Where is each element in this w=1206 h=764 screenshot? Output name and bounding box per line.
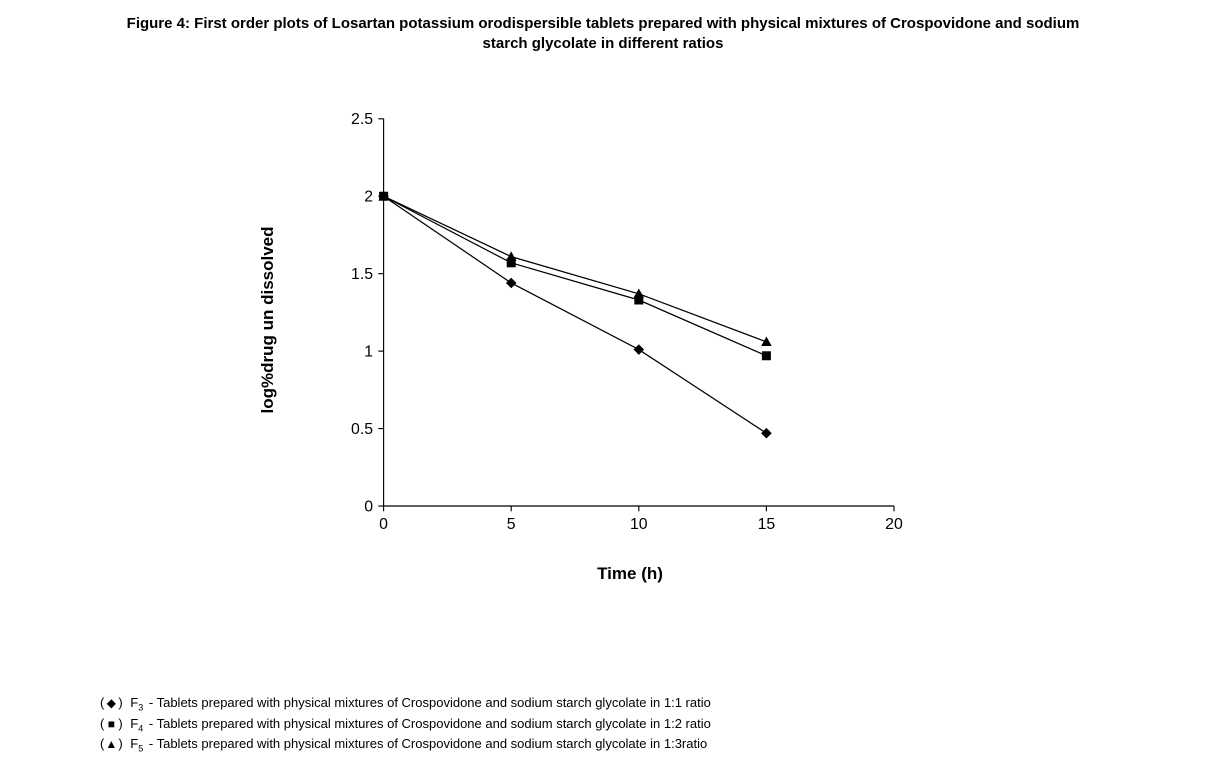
legend-text: - Tablets prepared with physical mixture… — [149, 736, 707, 751]
svg-text:1.5: 1.5 — [351, 266, 373, 283]
legend-text: - Tablets prepared with physical mixture… — [149, 716, 711, 731]
chart-container: log%drug un dissolved Time (h) 051015200… — [240, 90, 960, 610]
svg-text:0.5: 0.5 — [351, 421, 373, 438]
svg-text:10: 10 — [630, 516, 648, 533]
legend-code: F3 — [130, 694, 143, 715]
svg-text:0: 0 — [364, 498, 373, 515]
svg-text:2.5: 2.5 — [351, 111, 373, 128]
svg-text:5: 5 — [507, 516, 516, 533]
x-axis-label: Time (h) — [597, 564, 663, 584]
legend-code: F5 — [130, 735, 143, 756]
triangle-icon: ▲ — [104, 736, 118, 753]
y-axis-label: log%drug un dissolved — [258, 226, 278, 413]
svg-text:1: 1 — [364, 343, 373, 360]
legend-item: (■) F4 - Tablets prepared with physical … — [100, 715, 1100, 736]
legend-code: F4 — [130, 715, 143, 736]
legend: (◆) F3 - Tablets prepared with physical … — [100, 694, 1100, 756]
diamond-icon: ◆ — [104, 695, 118, 712]
chart-svg: 0 5 10 15 20 0 0.5 1 1.5 2 2.5 — [320, 110, 940, 550]
figure-title: Figure 4: First order plots of Losartan … — [0, 14, 1206, 55]
legend-item: (▲) F5 - Tablets prepared with physical … — [100, 735, 1100, 756]
legend-item: (◆) F3 - Tablets prepared with physical … — [100, 694, 1100, 715]
svg-text:20: 20 — [885, 516, 903, 533]
legend-text: - Tablets prepared with physical mixture… — [149, 695, 711, 710]
svg-text:2: 2 — [364, 189, 373, 206]
square-icon: ■ — [104, 716, 118, 733]
svg-text:0: 0 — [379, 516, 388, 533]
svg-text:15: 15 — [758, 516, 776, 533]
page-root: { "title": "Figure 4: First order plots … — [0, 0, 1206, 764]
